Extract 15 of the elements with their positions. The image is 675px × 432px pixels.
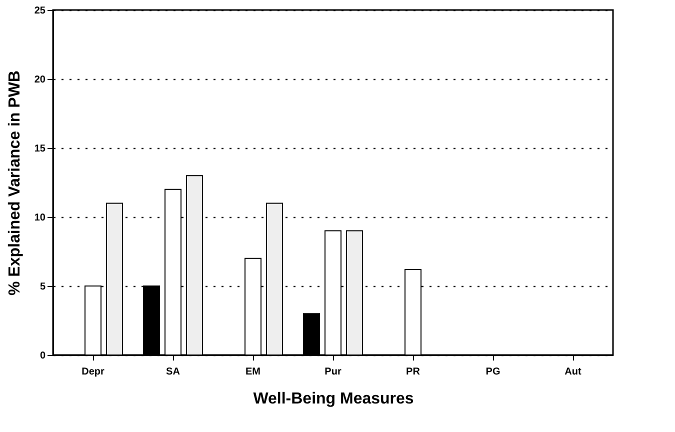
x-axis-title: Well-Being Measures bbox=[253, 390, 414, 408]
y-tick-label: 20 bbox=[34, 74, 46, 86]
y-tick-label: 0 bbox=[40, 350, 46, 362]
y-tick-label: 25 bbox=[34, 6, 46, 16]
x-tick-label: PG bbox=[486, 366, 500, 378]
y-tick-label: 5 bbox=[40, 282, 46, 292]
y-tick-label: 10 bbox=[34, 212, 46, 224]
x-tick-label: Depr bbox=[82, 366, 104, 378]
x-tick-label: PR bbox=[406, 366, 421, 378]
x-tick-label: EM bbox=[246, 366, 260, 378]
x-tick-label: Aut bbox=[564, 366, 582, 378]
y-axis-title: % Explained Variance in PWB bbox=[6, 70, 24, 296]
x-tick-label: SA bbox=[166, 366, 180, 378]
x-tick-label: Pur bbox=[324, 366, 342, 378]
y-tick-label: 15 bbox=[34, 144, 46, 154]
